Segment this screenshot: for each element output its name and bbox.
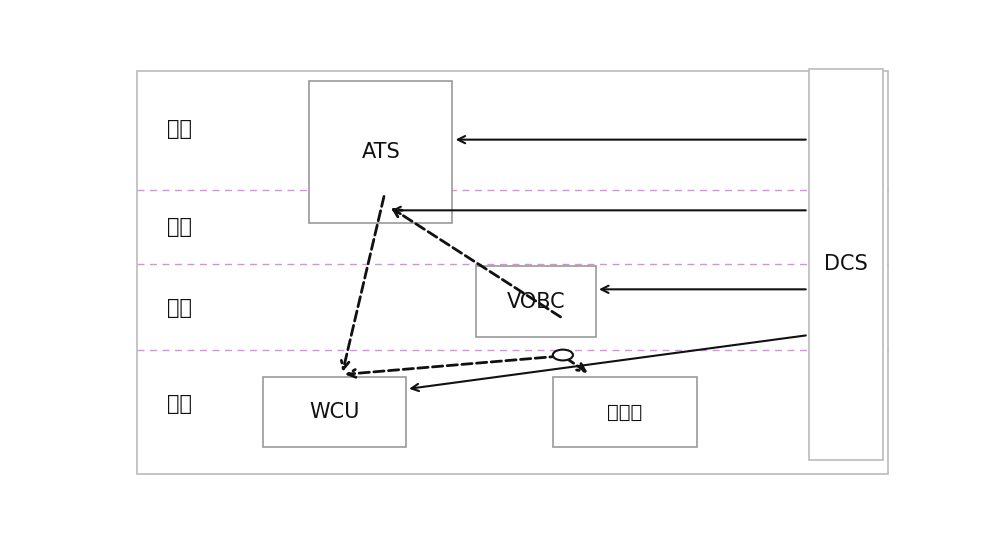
Text: 车载: 车载: [167, 298, 192, 318]
Bar: [809, 69, 883, 460]
Bar: [553, 377, 697, 447]
Text: ATS: ATS: [361, 142, 400, 162]
Circle shape: [553, 349, 573, 360]
Bar: [476, 266, 596, 337]
Bar: [309, 82, 452, 223]
Text: WCU: WCU: [309, 402, 360, 422]
Text: DCS: DCS: [824, 254, 868, 274]
Text: 车站: 车站: [167, 217, 192, 237]
Text: 应答器: 应答器: [607, 402, 642, 422]
Text: 中心: 中心: [167, 119, 192, 139]
Text: VOBC: VOBC: [506, 292, 565, 312]
Text: 轨旁: 轨旁: [167, 394, 192, 414]
Bar: [263, 377, 406, 447]
